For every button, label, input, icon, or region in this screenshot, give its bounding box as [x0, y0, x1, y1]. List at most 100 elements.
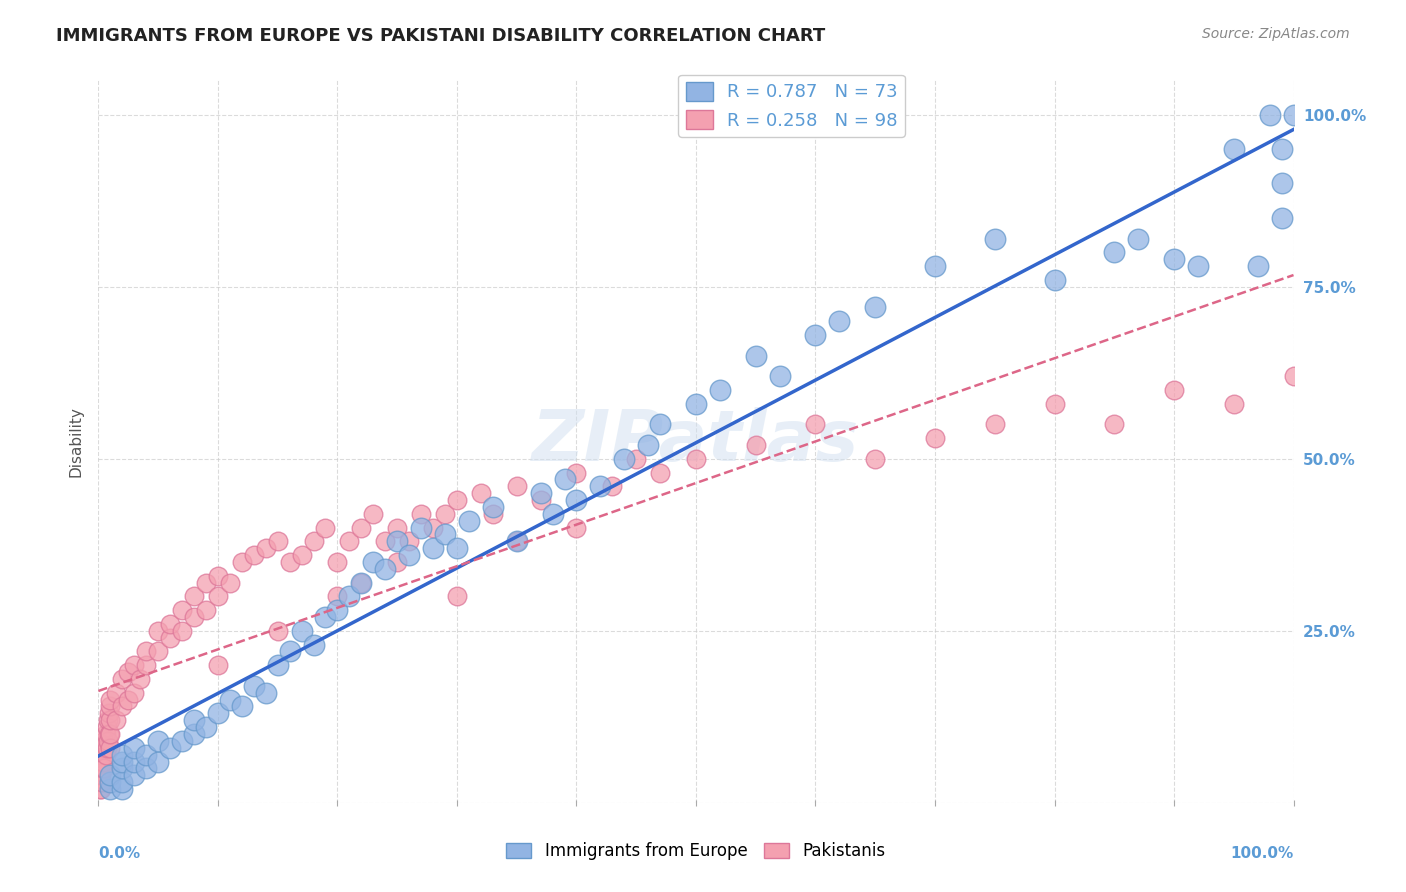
Point — [1104, 245, 1126, 260]
Point — [339, 534, 361, 549]
Point — [148, 624, 170, 638]
Point — [422, 520, 444, 534]
Point — [111, 755, 134, 769]
Point — [183, 713, 205, 727]
Point — [709, 383, 731, 397]
Point — [506, 534, 529, 549]
Point — [1223, 142, 1246, 156]
Point — [96, 740, 118, 755]
Point — [105, 713, 128, 727]
Point — [565, 520, 588, 534]
Point — [111, 761, 134, 775]
Point — [98, 692, 122, 706]
Point — [1163, 252, 1185, 267]
Point — [768, 369, 790, 384]
Point — [1043, 397, 1066, 411]
Point — [129, 672, 152, 686]
Point — [350, 575, 373, 590]
Text: 0.0%: 0.0% — [98, 847, 141, 861]
Point — [98, 782, 122, 797]
Point — [124, 755, 146, 769]
Point — [172, 603, 194, 617]
Point — [648, 466, 672, 480]
Point — [124, 658, 146, 673]
Point — [326, 555, 349, 569]
Point — [172, 734, 194, 748]
Point — [93, 761, 115, 775]
Point — [446, 590, 468, 604]
Point — [90, 768, 112, 782]
Point — [865, 301, 887, 315]
Point — [135, 747, 157, 762]
Point — [89, 761, 111, 775]
Point — [195, 575, 218, 590]
Text: IMMIGRANTS FROM EUROPE VS PAKISTANI DISABILITY CORRELATION CHART: IMMIGRANTS FROM EUROPE VS PAKISTANI DISA… — [56, 27, 825, 45]
Point — [411, 520, 433, 534]
Point — [1128, 231, 1150, 245]
Point — [398, 534, 420, 549]
Point — [363, 507, 385, 521]
Point — [315, 610, 337, 624]
Point — [385, 534, 409, 549]
Point — [183, 610, 205, 624]
Text: Source: ZipAtlas.com: Source: ZipAtlas.com — [1202, 27, 1350, 41]
Point — [183, 590, 205, 604]
Point — [984, 231, 1007, 245]
Point — [124, 686, 146, 700]
Point — [98, 727, 122, 741]
Point — [291, 548, 314, 562]
Point — [90, 747, 112, 762]
Point — [207, 590, 229, 604]
Point — [148, 755, 170, 769]
Point — [481, 500, 505, 514]
Point — [124, 768, 146, 782]
Point — [91, 755, 114, 769]
Point — [98, 727, 121, 741]
Point — [195, 720, 218, 734]
Point — [243, 548, 266, 562]
Point — [91, 761, 114, 775]
Point — [97, 713, 120, 727]
Point — [172, 624, 194, 638]
Point — [315, 520, 337, 534]
Point — [470, 486, 492, 500]
Point — [148, 644, 170, 658]
Point — [350, 575, 373, 590]
Point — [1258, 108, 1281, 122]
Point — [117, 692, 139, 706]
Point — [506, 534, 529, 549]
Point — [1163, 383, 1185, 397]
Point — [148, 734, 170, 748]
Point — [1187, 259, 1209, 273]
Point — [1282, 108, 1305, 122]
Point — [91, 747, 114, 762]
Point — [339, 590, 361, 604]
Point — [326, 603, 349, 617]
Point — [648, 417, 672, 432]
Point — [374, 562, 396, 576]
Point — [589, 479, 612, 493]
Point — [1043, 273, 1066, 287]
Point — [1271, 177, 1294, 191]
Point — [124, 740, 146, 755]
Point — [231, 699, 253, 714]
Point — [350, 520, 373, 534]
Point — [745, 349, 768, 363]
Point — [385, 555, 409, 569]
Point — [530, 486, 553, 500]
Point — [91, 740, 114, 755]
Point — [89, 775, 111, 789]
Y-axis label: Disability: Disability — [67, 406, 83, 477]
Point — [231, 555, 253, 569]
Point — [105, 686, 128, 700]
Point — [267, 624, 290, 638]
Point — [385, 520, 409, 534]
Point — [111, 699, 134, 714]
Point — [254, 541, 277, 556]
Point — [98, 699, 122, 714]
Point — [1271, 142, 1294, 156]
Point — [865, 451, 887, 466]
Point — [135, 761, 157, 775]
Point — [96, 720, 118, 734]
Point — [924, 431, 946, 445]
